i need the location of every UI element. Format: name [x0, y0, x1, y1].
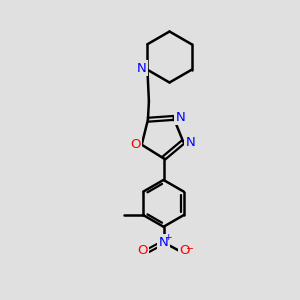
Text: N: N [137, 62, 147, 75]
Text: O: O [179, 244, 190, 257]
Text: −: − [187, 244, 195, 254]
Text: O: O [137, 244, 148, 257]
Text: N: N [186, 136, 196, 149]
Text: O: O [130, 138, 140, 151]
Text: N: N [175, 111, 185, 124]
Text: +: + [164, 233, 172, 242]
Text: N: N [159, 236, 168, 249]
